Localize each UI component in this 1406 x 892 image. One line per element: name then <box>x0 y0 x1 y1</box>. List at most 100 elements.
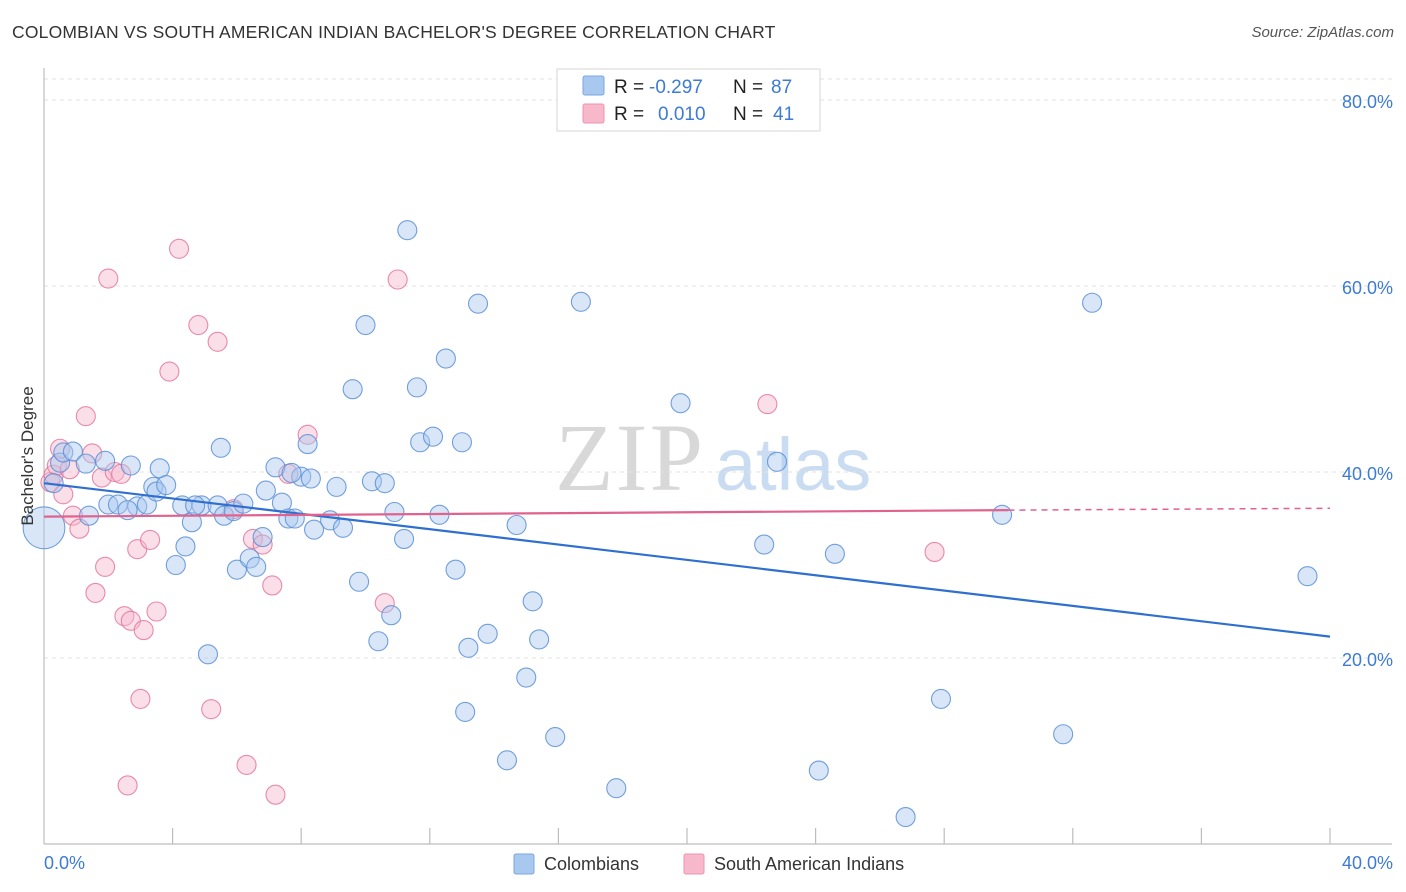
point-colombian <box>332 517 354 538</box>
point-colombian <box>185 495 206 516</box>
point-colombian <box>342 379 363 400</box>
point-colombian <box>252 527 273 548</box>
point-colombian <box>451 432 473 453</box>
legend-swatch-blue <box>582 75 605 96</box>
y-tick-label: 20.0% <box>1342 650 1393 670</box>
point-south-american-indian <box>159 361 180 382</box>
point-south-american-indian <box>85 582 106 603</box>
watermark-zip: ZIP <box>555 404 705 511</box>
trend-line-south-american-indians <box>43 509 1009 518</box>
point-colombian <box>516 667 537 688</box>
point-colombian <box>445 559 466 580</box>
legend-bottom-label-south-american-indians: South American Indians <box>714 854 904 874</box>
point-south-american-indian <box>757 394 778 415</box>
point-colombian <box>281 462 302 483</box>
legend-n-value: 41 <box>773 104 794 125</box>
point-colombian <box>808 760 829 781</box>
point-colombian <box>570 291 591 312</box>
legend-n-label: N = <box>733 104 763 125</box>
x-tick-label: 40.0% <box>1342 853 1393 873</box>
point-colombian <box>381 605 402 626</box>
point-colombian <box>496 750 518 771</box>
point-colombian <box>117 500 138 521</box>
point-colombian <box>606 778 627 799</box>
point-colombian <box>175 536 196 557</box>
watermark-atlas: atlas <box>715 423 871 506</box>
point-colombian <box>754 534 775 555</box>
point-south-american-indian <box>252 534 273 555</box>
legend-bottom: Colombians South American Indians <box>513 853 904 875</box>
point-colombian <box>477 623 498 644</box>
source-credit: Source: ZipAtlas.com <box>1251 24 1394 41</box>
legend-r-value: 0.010 <box>658 104 706 125</box>
point-colombian <box>95 450 116 471</box>
legend-swatch-pink <box>582 103 605 124</box>
point-south-american-indian <box>91 467 112 488</box>
point-south-american-indian <box>387 269 408 290</box>
point-colombian <box>930 688 952 709</box>
trend-line-colombians <box>43 482 1331 638</box>
point-colombian <box>506 514 527 536</box>
point-south-american-indian <box>98 268 119 289</box>
legend-r-label: R = <box>614 104 644 125</box>
point-colombian <box>1297 566 1318 587</box>
point-colombian <box>265 457 286 478</box>
legend-bottom-label-colombians: Colombians <box>544 854 639 874</box>
point-colombian <box>326 476 347 497</box>
legend-r-value: -0.297 <box>649 77 703 98</box>
y-tick-label: 60.0% <box>1342 278 1393 298</box>
legend-bottom-swatch-blue <box>513 853 535 875</box>
point-colombian <box>368 631 389 652</box>
point-colombian <box>824 543 845 564</box>
legend-top: R = -0.297 N = 87 R = 0.010 N = 41 <box>556 68 821 132</box>
point-colombian <box>1082 292 1103 313</box>
legend-bottom-swatch-pink <box>683 853 705 875</box>
south-american-indians-points <box>40 238 945 805</box>
point-colombian <box>467 293 489 314</box>
point-colombian <box>355 315 376 336</box>
point-colombian <box>165 554 186 576</box>
point-colombian <box>120 455 141 476</box>
point-colombian <box>75 453 96 474</box>
point-south-american-indian <box>117 775 138 796</box>
point-colombian <box>374 473 395 494</box>
point-colombian <box>394 528 415 550</box>
point-south-american-indian <box>924 541 945 563</box>
y-axis-label: Bachelor's Degree <box>18 386 37 525</box>
point-colombian <box>397 220 418 241</box>
legend-n-label: N = <box>733 77 763 98</box>
y-tick-label: 80.0% <box>1342 92 1393 112</box>
point-colombian <box>406 377 427 398</box>
point-colombian <box>349 571 370 592</box>
legend-n-value: 87 <box>771 77 792 98</box>
point-colombian <box>62 441 83 462</box>
point-colombian <box>458 637 479 658</box>
point-south-american-indian <box>262 575 283 596</box>
point-colombian <box>670 393 691 414</box>
point-colombian <box>156 474 177 496</box>
point-colombian <box>422 426 444 447</box>
point-south-american-indian <box>95 556 116 577</box>
point-colombian <box>210 437 231 458</box>
point-colombian <box>410 432 431 453</box>
point-south-american-indian <box>168 238 190 259</box>
point-colombian <box>384 501 405 523</box>
point-colombian <box>529 629 550 650</box>
watermark: ZIP atlas <box>555 404 871 511</box>
point-colombian <box>300 468 321 489</box>
point-south-american-indian <box>140 529 161 550</box>
point-colombian <box>766 451 788 472</box>
point-south-american-indian <box>146 601 167 622</box>
point-south-american-indian <box>130 688 151 709</box>
point-colombian <box>455 701 476 722</box>
colombians-points <box>22 220 1318 828</box>
axes <box>43 68 1392 845</box>
point-south-american-indian <box>46 455 67 476</box>
point-south-american-indian <box>236 754 257 776</box>
point-south-american-indian <box>188 315 209 336</box>
point-south-american-indian <box>207 331 228 352</box>
point-colombian <box>435 348 456 369</box>
y-tick-label: 40.0% <box>1342 464 1393 484</box>
point-colombian <box>246 556 267 577</box>
point-colombian <box>197 644 219 665</box>
